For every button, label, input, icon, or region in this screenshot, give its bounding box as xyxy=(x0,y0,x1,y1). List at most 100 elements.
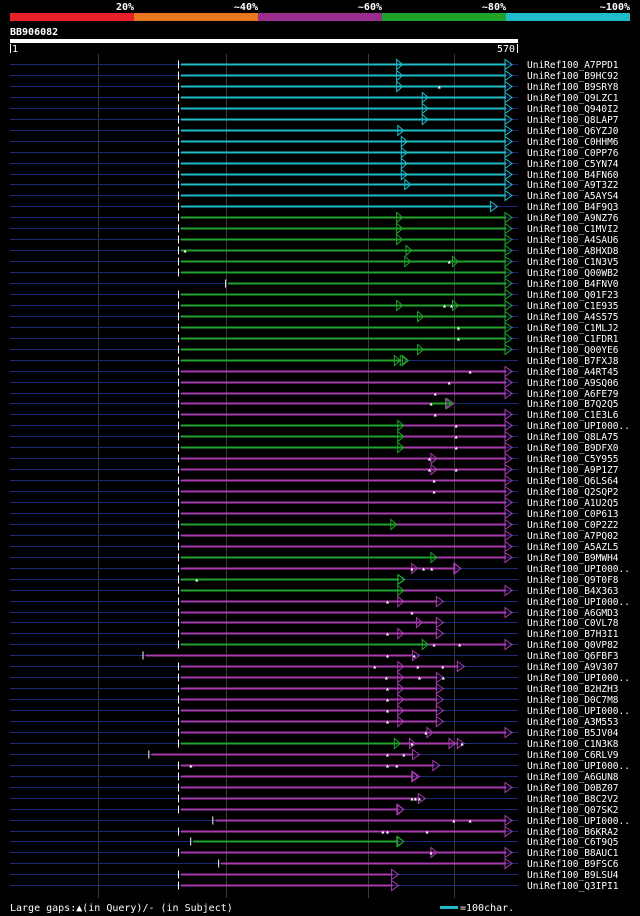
query-id[interactable]: BB906082 xyxy=(10,27,58,38)
hit-row[interactable]: UniRef100_A5AZL5 xyxy=(10,540,619,554)
hit-row[interactable]: UniRef100_B9HC92 xyxy=(10,69,619,83)
hit-row[interactable]: UniRef100_C1E3L6 xyxy=(10,408,619,422)
hit-row[interactable]: UniRef100_D0BZ07 xyxy=(10,781,619,795)
hit-row[interactable]: UniRef100_B7FXJ8 xyxy=(10,354,619,368)
hit-row[interactable]: UniRef100_A1U2Q5 xyxy=(10,496,619,510)
hit-row[interactable]: UniRef100_B4FNV0 xyxy=(10,277,619,291)
hit-row[interactable]: UniRef100_A9T3Z2 xyxy=(10,178,619,192)
hit-end-arrow xyxy=(504,146,513,159)
hit-mid-arrow xyxy=(401,354,410,367)
hit-row[interactable]: UniRef100_C1N3K8 xyxy=(10,737,619,751)
hit-label: UniRef100_C6T9Q5 xyxy=(527,837,619,848)
hit-end-arrow xyxy=(504,91,513,104)
hit-row[interactable]: UniRef100_B4FN60 xyxy=(10,168,619,182)
hit-row[interactable]: UniRef100_Q00YE6 xyxy=(10,343,619,357)
gap-marker xyxy=(429,851,433,855)
hit-row[interactable]: UniRef100_C0P613 xyxy=(10,507,619,521)
hit-row[interactable]: UniRef100_Q00WB2 xyxy=(10,266,619,280)
hit-label: UniRef100_C0P613 xyxy=(527,509,619,520)
hit-row[interactable]: UniRef100_A7PPD1 xyxy=(10,58,619,72)
hit-row[interactable]: UniRef100_Q0VP82 xyxy=(10,638,619,652)
hit-row[interactable]: UniRef100_C5YN74 xyxy=(10,157,619,171)
hit-row[interactable]: UniRef100_A6GUN8 xyxy=(10,770,619,784)
hit-end-arrow xyxy=(504,529,513,542)
hit-row[interactable]: UniRef100_Q9LZC1 xyxy=(10,91,619,105)
hit-end-arrow xyxy=(391,868,400,881)
hit-row[interactable]: UniRef100_B8C2V2 xyxy=(10,792,619,806)
hit-row[interactable]: UniRef100_B4F9Q3 xyxy=(10,200,619,214)
hit-row[interactable]: UniRef100_B9SRY8 xyxy=(10,80,619,94)
hit-row[interactable]: UniRef100_A6FE79 xyxy=(10,387,619,401)
hit-label: UniRef100_A6GMD3 xyxy=(527,608,619,619)
hit-row[interactable]: UniRef100_A6GMD3 xyxy=(10,606,619,620)
hit-mid-arrow xyxy=(451,299,460,312)
hit-row[interactable]: UniRef100_C6RLV9 xyxy=(10,748,619,762)
hit-row[interactable]: UniRef100_C1MLJ2 xyxy=(10,321,619,335)
hit-row[interactable]: UniRef100_C0VL78 xyxy=(10,616,619,630)
hit-row[interactable]: UniRef100_Q2SQP2 xyxy=(10,485,619,499)
hit-row[interactable]: UniRef100_C1N3V5 xyxy=(10,255,619,269)
hit-row[interactable]: UniRef100_C1MVI2 xyxy=(10,222,619,236)
hit-mid-arrow xyxy=(400,146,409,159)
hit-row[interactable]: UniRef100_B9MWH4 xyxy=(10,551,619,565)
hit-label: UniRef100_C6RLV9 xyxy=(527,750,619,761)
hit-row[interactable]: UniRef100_A9V307 xyxy=(10,660,619,674)
hit-row[interactable]: UniRef100_C0P2Z2 xyxy=(10,518,619,532)
hit-end-arrow xyxy=(504,726,513,739)
hit-row[interactable]: UniRef100_B5JV04 xyxy=(10,726,619,740)
hit-row[interactable]: UniRef100_UPI000.. xyxy=(10,671,630,685)
hit-row[interactable]: UniRef100_A3M553 xyxy=(10,715,619,729)
hit-row[interactable]: UniRef100_B7Q2Q5 xyxy=(10,397,619,411)
hit-row[interactable]: UniRef100_A9SQ06 xyxy=(10,376,619,390)
hit-row[interactable]: UniRef100_A9NZ76 xyxy=(10,211,619,225)
hit-row[interactable]: UniRef100_Q3IPI1 xyxy=(10,879,619,893)
hit-row[interactable]: UniRef100_A4RT45 xyxy=(10,365,619,379)
gap-marker xyxy=(454,446,458,450)
hit-row[interactable]: UniRef100_C6T9Q5 xyxy=(10,835,619,849)
hit-end-arrow xyxy=(504,102,513,115)
hit-row[interactable]: UniRef100_B6KRA2 xyxy=(10,825,619,839)
query-bar[interactable] xyxy=(10,39,518,43)
hit-row[interactable]: UniRef100_B9DFX0 xyxy=(10,441,619,455)
hit-row[interactable]: UniRef100_UPI000.. xyxy=(10,759,630,773)
gap-marker xyxy=(425,830,429,834)
hit-row[interactable]: UniRef100_A9P1Z7 xyxy=(10,463,619,477)
hit-row[interactable]: UniRef100_B7H3I1 xyxy=(10,627,619,641)
hit-row[interactable]: UniRef100_B8AUC1 xyxy=(10,846,619,860)
hit-row[interactable]: UniRef100_C1FDR1 xyxy=(10,332,619,346)
hit-row[interactable]: UniRef100_Q07SK2 xyxy=(10,803,619,817)
hit-row[interactable]: UniRef100_B2HZH3 xyxy=(10,682,619,696)
hit-row[interactable]: UniRef100_Q940I2 xyxy=(10,102,619,116)
hit-row[interactable]: UniRef100_C5Y955 xyxy=(10,452,619,466)
gap-marker xyxy=(427,468,431,472)
hit-row[interactable]: UniRef100_Q6FBF3 xyxy=(10,649,619,663)
hit-row[interactable]: UniRef100_Q01F23 xyxy=(10,288,619,302)
hit-row[interactable]: UniRef100_A4S575 xyxy=(10,310,619,324)
gap-marker xyxy=(410,567,414,571)
hit-row[interactable]: UniRef100_UPI000.. xyxy=(10,419,630,433)
hit-row[interactable]: UniRef100_UPI000.. xyxy=(10,704,630,718)
hit-row[interactable]: UniRef100_B9FSC6 xyxy=(10,857,619,871)
hit-row[interactable]: UniRef100_C0HHM6 xyxy=(10,135,619,149)
hit-row[interactable]: UniRef100_D0C7M8 xyxy=(10,693,619,707)
hit-row[interactable]: UniRef100_UPI000.. xyxy=(10,595,630,609)
hit-row[interactable]: UniRef100_C0PP76 xyxy=(10,146,619,160)
hit-row[interactable]: UniRef100_B4X363 xyxy=(10,584,619,598)
hit-row[interactable]: UniRef100_UPI000.. xyxy=(10,562,630,576)
hit-row[interactable]: UniRef100_Q9T0F8 xyxy=(10,573,619,587)
gap-marker xyxy=(386,654,390,658)
hit-row[interactable]: UniRef100_C1E935 xyxy=(10,299,619,313)
hit-mid-arrow xyxy=(397,704,405,717)
hit-row[interactable]: UniRef100_Q6YZJ0 xyxy=(10,124,619,138)
hit-row[interactable]: UniRef100_UPI000.. xyxy=(10,814,630,828)
hit-row[interactable]: UniRef100_A8HXD8 xyxy=(10,244,619,258)
hit-row[interactable]: UniRef100_A7PQ02 xyxy=(10,529,619,543)
gap-marker xyxy=(432,643,436,647)
hit-row[interactable]: UniRef100_Q6LS64 xyxy=(10,474,619,488)
hit-row[interactable]: UniRef100_A4SAU6 xyxy=(10,233,619,247)
hit-row[interactable]: UniRef100_A5AYS4 xyxy=(10,189,619,203)
hit-row[interactable]: UniRef100_Q8LA75 xyxy=(10,430,619,444)
hit-row[interactable]: UniRef100_B9LSU4 xyxy=(10,868,619,882)
hit-mid-arrow xyxy=(408,737,417,750)
hit-row[interactable]: UniRef100_Q8LAP7 xyxy=(10,113,619,127)
